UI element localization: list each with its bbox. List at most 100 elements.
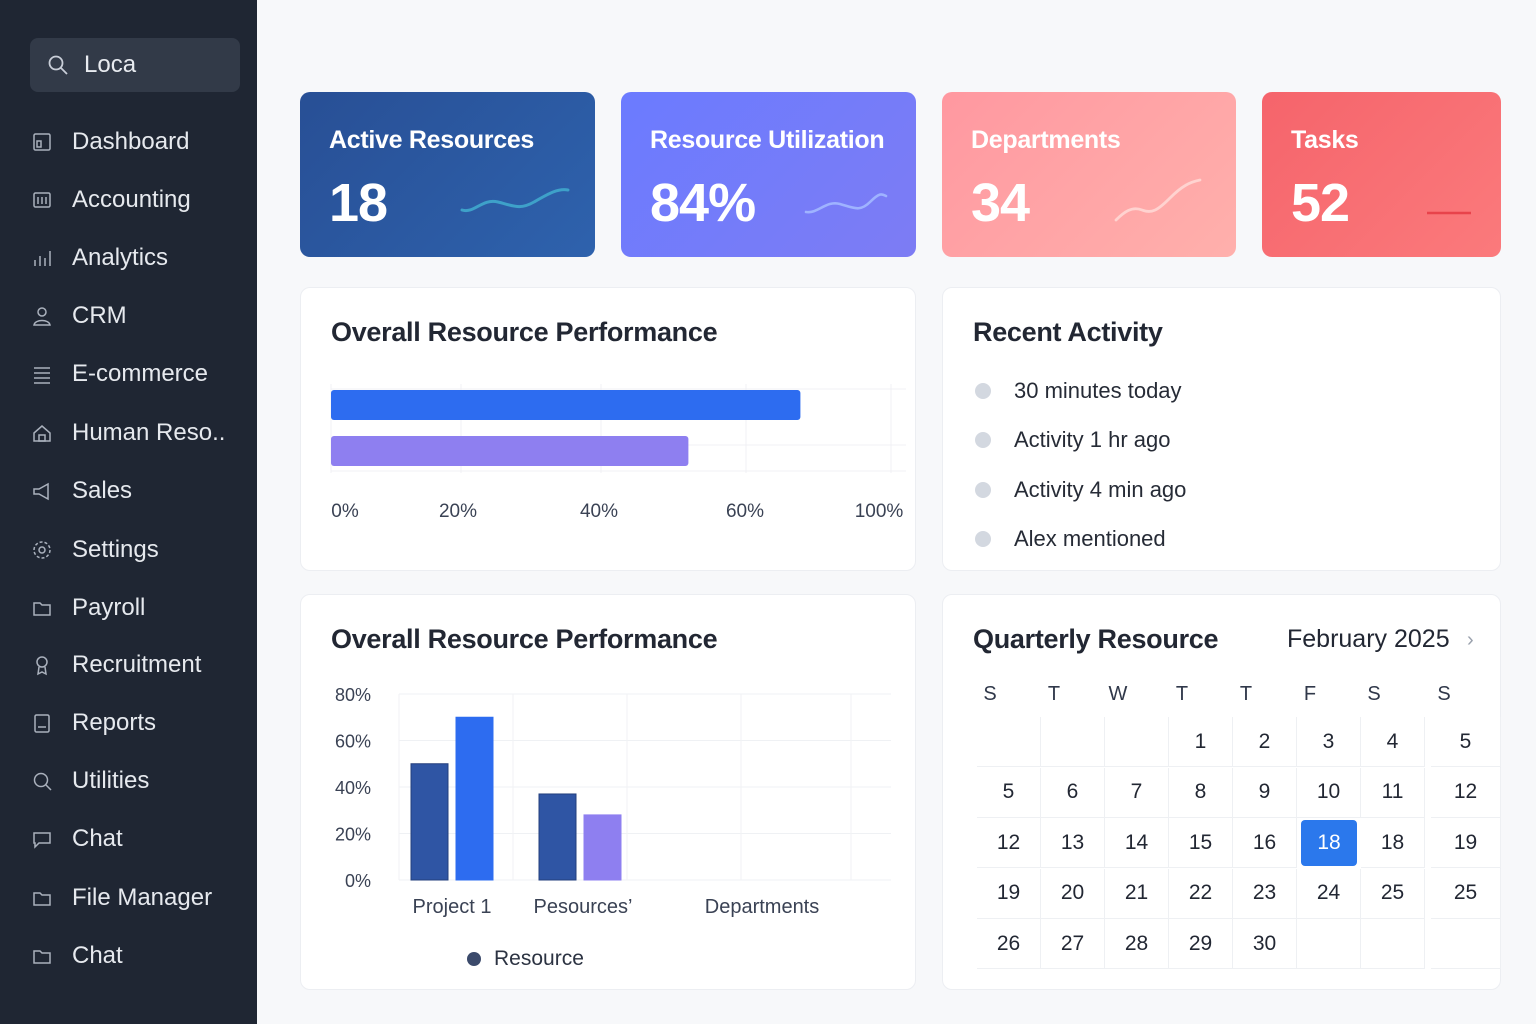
x-tick-label: 40% bbox=[580, 501, 618, 522]
calendar-day[interactable]: 24 bbox=[1297, 868, 1361, 919]
sidebar-item-reports[interactable]: Reports bbox=[30, 703, 240, 743]
calendar-day[interactable]: 5 bbox=[977, 767, 1041, 818]
sidebar-item-utilities[interactable]: Utilities bbox=[30, 761, 240, 801]
sidebar-item-payroll[interactable]: Payroll bbox=[30, 588, 240, 628]
stat-card-departments[interactable]: Departments 34 bbox=[942, 92, 1236, 257]
badge-icon bbox=[30, 653, 54, 677]
calendar-day[interactable]: 4 bbox=[1361, 717, 1425, 767]
megaphone-icon bbox=[30, 479, 54, 503]
home-icon bbox=[30, 421, 54, 445]
x-tick-label: Pesources’ bbox=[534, 896, 633, 918]
calendar-day[interactable]: 23 bbox=[1233, 868, 1297, 919]
calendar-weekday: S bbox=[1437, 683, 1451, 705]
sidebar: Loca Dashboard Accounting Analytics CRM E-co… bbox=[0, 0, 257, 1024]
activity-item[interactable]: Alex mentioned bbox=[975, 526, 1166, 552]
calendar-day[interactable]: 29 bbox=[1169, 919, 1233, 969]
calendar-day[interactable]: 8 bbox=[1169, 767, 1233, 818]
sidebar-item-analytics[interactable]: Analytics bbox=[30, 238, 240, 278]
calendar-day[interactable]: 10 bbox=[1297, 767, 1361, 818]
calendar-day[interactable]: 9 bbox=[1233, 767, 1297, 818]
sidebar-item-settings[interactable]: Settings bbox=[30, 530, 240, 570]
calendar-day[interactable]: 28 bbox=[1105, 919, 1169, 969]
calendar-day[interactable]: 21 bbox=[1105, 868, 1169, 919]
calendar-weekday: T bbox=[1239, 683, 1253, 705]
panel-title: Overall Resource Performance bbox=[331, 317, 718, 347]
panel-title: Recent Activity bbox=[973, 317, 1163, 347]
y-tick-label: 0% bbox=[345, 871, 371, 891]
calendar-day[interactable]: 12 bbox=[977, 818, 1041, 868]
stat-card-resource-utilization[interactable]: Resource Utilization 84% bbox=[621, 92, 916, 257]
search-input[interactable]: Loca bbox=[84, 51, 137, 78]
calendar-day[interactable]: 3 bbox=[1297, 717, 1361, 767]
sidebar-item-label: Chat bbox=[72, 942, 123, 969]
accounting-icon bbox=[30, 188, 54, 212]
calendar-day[interactable]: 19 bbox=[1431, 818, 1501, 868]
sidebar-item-label: Human Reso.. bbox=[72, 419, 226, 446]
calendar-day[interactable]: 30 bbox=[1233, 919, 1297, 969]
calendar-day[interactable]: 2 bbox=[1233, 717, 1297, 767]
sidebar-item-crm[interactable]: CRM bbox=[30, 296, 240, 336]
calendar-day[interactable]: 15 bbox=[1169, 818, 1233, 868]
sidebar-item-accounting[interactable]: Accounting bbox=[30, 180, 240, 220]
calendar-day[interactable]: 26 bbox=[977, 919, 1041, 969]
calendar-day[interactable]: 20 bbox=[1041, 868, 1105, 919]
calendar-day[interactable]: 13 bbox=[1041, 818, 1105, 868]
calendar-day[interactable]: 18 bbox=[1361, 818, 1425, 868]
legend-marker bbox=[467, 952, 481, 966]
calendar-panel: Quarterly Resource February 2025 › S T W T T… bbox=[942, 594, 1501, 990]
sidebar-item-e-commerce[interactable]: E-commerce bbox=[30, 354, 240, 394]
stat-card-tasks[interactable]: Tasks 52 bbox=[1262, 92, 1501, 257]
calendar-day[interactable]: 12 bbox=[1431, 767, 1501, 818]
calendar-day-selected[interactable]: 18 bbox=[1301, 820, 1357, 866]
calendar-weekday: W bbox=[1108, 683, 1128, 705]
performance-chart-panel: Overall Resource Performance 80% 60% 40% 20… bbox=[300, 594, 916, 990]
x-tick-label: 60% bbox=[726, 501, 764, 522]
calendar-weekday: T bbox=[1047, 683, 1061, 705]
x-tick-label: Departments bbox=[705, 896, 820, 918]
horizontal-bar-chart: 0% 20% 40% 60% 100% bbox=[330, 384, 906, 522]
activity-item[interactable]: 30 minutes today bbox=[975, 378, 1182, 404]
activity-item[interactable]: Activity 4 min ago bbox=[975, 477, 1186, 503]
calendar-day[interactable]: 7 bbox=[1105, 767, 1169, 818]
folder-icon bbox=[30, 944, 54, 968]
y-tick-label: 40% bbox=[335, 778, 371, 798]
bar bbox=[410, 763, 449, 881]
calendar-day[interactable]: 11 bbox=[1361, 767, 1425, 818]
sidebar-item-label: Chat bbox=[72, 825, 123, 852]
activity-text: Activity 4 min ago bbox=[1014, 477, 1187, 502]
stat-value: 18 bbox=[329, 173, 388, 233]
calendar-day[interactable]: 16 bbox=[1233, 818, 1297, 868]
sidebar-item-label: Utilities bbox=[72, 767, 150, 794]
calendar-weekday: F bbox=[1303, 683, 1317, 705]
calendar-day[interactable]: 5 bbox=[1431, 717, 1501, 767]
calendar-day[interactable]: 1 bbox=[1169, 717, 1233, 767]
activity-item[interactable]: Activity 1 hr ago bbox=[975, 427, 1171, 453]
calendar-day[interactable]: 27 bbox=[1041, 919, 1105, 969]
sidebar-item-label: Analytics bbox=[72, 244, 169, 271]
calendar-day[interactable]: 25 bbox=[1431, 868, 1501, 919]
folder-icon bbox=[30, 596, 54, 620]
sidebar-item-chat[interactable]: Chat bbox=[30, 819, 240, 859]
sidebar-item-file-manager[interactable]: File Manager bbox=[30, 878, 240, 918]
sidebar-item-label: Accounting bbox=[72, 186, 191, 213]
bar bbox=[583, 814, 622, 881]
calendar-day[interactable]: 19 bbox=[977, 868, 1041, 919]
sidebar-item-sales[interactable]: Sales bbox=[30, 471, 240, 511]
calendar-day[interactable]: 22 bbox=[1169, 868, 1233, 919]
stat-card-active-resources[interactable]: Active Resources 18 bbox=[300, 92, 595, 257]
calendar-weekday: S bbox=[1367, 683, 1381, 705]
sparkline-icon bbox=[460, 188, 570, 213]
chevron-right-icon[interactable]: › bbox=[1467, 629, 1474, 651]
calendar-day[interactable]: 6 bbox=[1041, 767, 1105, 818]
search-box[interactable]: Loca bbox=[30, 38, 240, 92]
sidebar-item-chat[interactable]: Chat bbox=[30, 936, 240, 976]
sidebar-item-dashboard[interactable]: Dashboard bbox=[30, 122, 240, 162]
sidebar-item-human-reso[interactable]: Human Reso.. bbox=[30, 413, 240, 453]
sidebar-item-recruitment[interactable]: Recruitment bbox=[30, 645, 240, 685]
calendar-day[interactable]: 14 bbox=[1105, 818, 1169, 868]
activity-dot bbox=[975, 482, 991, 498]
calendar-day[interactable]: 25 bbox=[1361, 868, 1425, 919]
bar bbox=[331, 390, 801, 420]
panel-title: Overall Resource Performance bbox=[331, 624, 718, 654]
activity-text: Alex mentioned bbox=[1014, 526, 1166, 551]
